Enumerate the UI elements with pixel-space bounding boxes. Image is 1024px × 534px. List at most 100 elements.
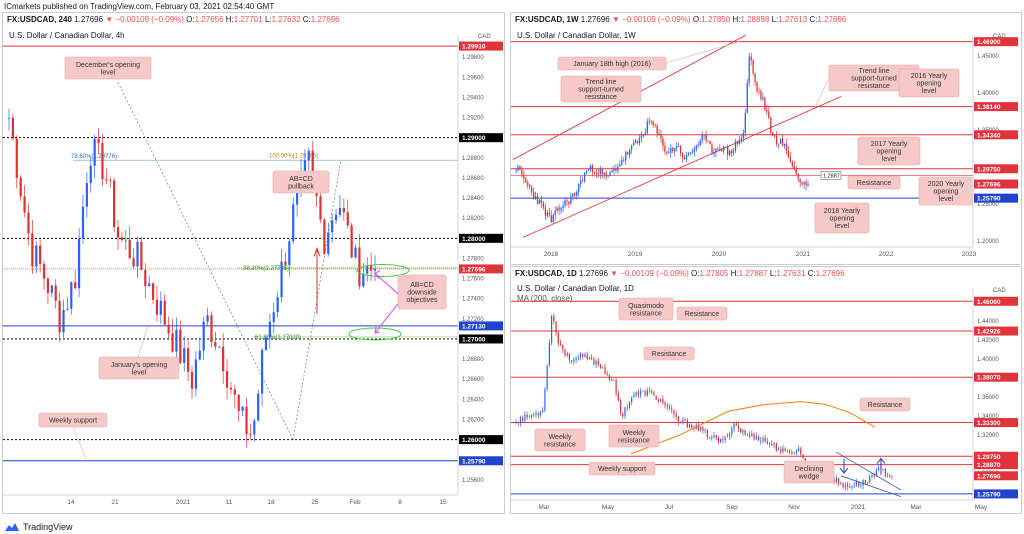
candle-body — [584, 354, 586, 357]
x-tick-label: 2018 — [544, 251, 559, 258]
candle-body — [717, 148, 719, 150]
inline-price: 1.2887 — [823, 173, 840, 179]
inline-price-box — [820, 171, 842, 180]
price-change: ▼ −0.00109 (−0.09%) — [610, 269, 689, 278]
candle-body — [646, 121, 648, 133]
candle-body — [851, 485, 853, 488]
x-tick-label: 2021 — [796, 251, 811, 258]
candle-body — [886, 476, 889, 478]
annotation-pointer — [665, 41, 740, 64]
candle-body — [702, 427, 704, 431]
chart-svg-4h[interactable]: 78.60%(1.28776)100.00%(1.28785)38.20%(1.… — [3, 13, 504, 513]
candle-body — [140, 241, 143, 270]
candle-body — [626, 407, 628, 409]
candle-body — [120, 237, 124, 240]
chart-panel-4h[interactable]: FX:USDCAD, 240 1.27696 ▼ −0.00109 (−0.09… — [2, 12, 505, 514]
annotation-weekly-support: Weekly support — [598, 466, 646, 473]
chart-panel-1w[interactable]: FX:USDCAD, 1W 1.27696 ▼ −0.00109 (−0.09%… — [510, 12, 1022, 265]
candle-body — [538, 199, 541, 205]
high-value: 1.27701 — [233, 15, 263, 24]
price-tag — [974, 489, 1018, 499]
annotation-objectives-box — [397, 274, 447, 310]
price-tag-label: 1.33300 — [977, 420, 1001, 427]
candle-body — [167, 324, 170, 334]
candle-body — [536, 195, 539, 205]
candle-body — [296, 186, 299, 205]
candle-body — [580, 180, 582, 184]
price-tag — [459, 233, 503, 243]
chart-svg-1w[interactable]: 1.2887 January 18th high (2016) Trend line… — [511, 13, 1021, 264]
candle-body — [101, 143, 104, 180]
candle-body — [593, 171, 596, 173]
candle-body — [777, 143, 780, 145]
annotation-quasimodo: Quasimodo — [628, 303, 664, 310]
ma200-line — [630, 401, 876, 455]
candle-body — [709, 141, 711, 145]
annotation-2018: level — [835, 223, 850, 230]
candle-body — [331, 220, 334, 233]
candle-body — [527, 182, 529, 186]
candle-body — [144, 269, 147, 287]
price-tag-label: 1.29750 — [977, 166, 1001, 173]
candle-body — [214, 341, 217, 347]
candle-body — [617, 166, 619, 171]
currency-label: CAD — [993, 34, 1006, 40]
x-tick-label: Jul — [665, 504, 674, 511]
candle-body — [791, 161, 793, 166]
y-tick-label: 1.25600 — [462, 478, 484, 484]
candle-body — [148, 283, 151, 287]
annotation-trendline: support-turned — [578, 87, 624, 94]
candle-body — [171, 333, 174, 352]
candle-body — [601, 169, 603, 175]
candle-body — [241, 406, 244, 411]
candle-body — [805, 181, 807, 186]
objective-arrow-icon — [374, 303, 399, 334]
chart-panel-1d[interactable]: FX:USDCAD, 1D 1.27696 ▼ −0.00109 (−0.09%… — [510, 266, 1022, 514]
candle-body — [660, 134, 662, 139]
candle-body — [730, 150, 733, 153]
price-tag-label: 1.29000 — [462, 135, 486, 142]
candle-body — [116, 227, 120, 238]
x-tick-label: Mar — [538, 504, 550, 511]
annotation-2020: level — [939, 196, 954, 203]
candle-body — [548, 212, 550, 216]
candle-body — [595, 172, 597, 174]
candle-body — [664, 402, 666, 406]
candle-body — [660, 398, 662, 402]
candle-body — [732, 150, 735, 153]
candle-body — [787, 151, 790, 157]
candle-body — [552, 215, 554, 223]
candle-body — [666, 405, 668, 407]
x-tick-label: Feb — [349, 499, 361, 506]
candle-body — [608, 375, 611, 380]
candle-body — [280, 261, 283, 298]
candle-body — [550, 315, 553, 343]
candle-body — [334, 214, 338, 221]
price-tag-label: 1.26000 — [462, 437, 486, 444]
candle-body — [671, 408, 673, 410]
candle-body — [81, 206, 85, 239]
last-price: 1.27696 — [74, 15, 104, 24]
candle-body — [681, 153, 684, 158]
candle-body — [532, 191, 535, 198]
annotation-pointer — [814, 77, 830, 108]
candle-body — [619, 164, 621, 167]
candle-body — [699, 140, 701, 146]
x-tick-label: May — [975, 504, 988, 511]
candle-body — [858, 481, 860, 486]
candle-body — [619, 400, 622, 414]
candle-body — [633, 395, 635, 398]
y-tick-label: 1.29800 — [462, 55, 484, 61]
annotation-resistance: Resistance — [652, 351, 687, 358]
annotation-declining-wedge-box — [783, 460, 835, 484]
candle-body — [746, 82, 748, 113]
tradingview-logo-icon — [5, 523, 19, 531]
candle-body — [190, 371, 194, 389]
candle-body — [159, 300, 162, 315]
price-tag — [974, 326, 1018, 336]
candle-body — [535, 413, 537, 415]
candle-body — [575, 357, 577, 360]
candle-body — [54, 285, 57, 301]
candle-body — [726, 436, 728, 438]
